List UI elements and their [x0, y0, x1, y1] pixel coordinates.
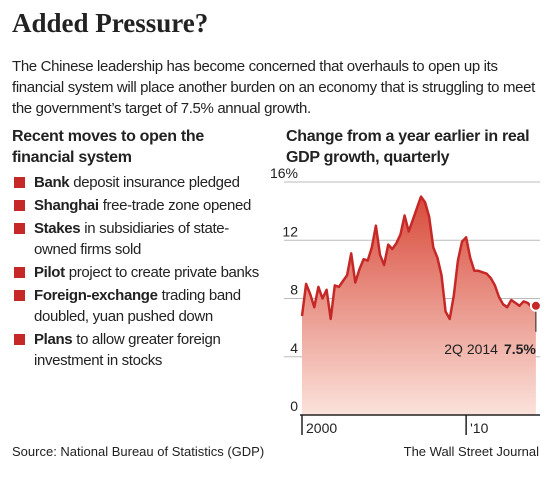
bullet [14, 200, 25, 211]
bullet [14, 267, 25, 278]
bullet [14, 290, 25, 301]
move-text: project to create private banks [68, 264, 259, 281]
annotation-text: 2Q 2014 [444, 341, 498, 357]
move-item: Bank deposit insurance pledged [12, 172, 267, 193]
y-tick-label: 4 [290, 340, 298, 356]
annotation: 2Q 2014 7.5% [444, 341, 536, 357]
move-text: in subsidiaries of state-owned firms sol… [34, 220, 229, 258]
area [302, 196, 536, 415]
x-tick-label: '10 [470, 420, 488, 436]
y-tick-label: 0 [290, 398, 298, 414]
annotation-value: 7.5% [504, 341, 536, 357]
move-item: Foreign-exchange trading band doubled, yu… [12, 285, 267, 327]
move-text: free-trade zone opened [102, 197, 252, 214]
moves-list: Bank deposit insurance pledged Shanghai fre… [12, 172, 267, 373]
x-tick-label: 2000 [306, 420, 337, 436]
bullet [14, 334, 25, 345]
move-text: deposit insurance pledged [73, 174, 240, 191]
chart-title: Change from a year earlier in real GDP g… [286, 128, 530, 166]
y-tick-label: 12 [282, 223, 298, 239]
move-key: Bank [34, 174, 70, 191]
moves-heading: Recent moves to open the financial syste… [12, 128, 204, 166]
move-text: trading band doubled, yuan pushed down [34, 287, 241, 325]
subtitle: The Chinese leadership has become concer… [12, 58, 535, 117]
move-key: Foreign-exchange [34, 287, 158, 304]
bullet [14, 223, 25, 234]
move-item: Stakes in subsidiaries of state-owned fir… [12, 218, 267, 260]
end-dot [529, 299, 542, 312]
move-item: Pilot project to create private banks [12, 262, 267, 283]
move-text: to allow greater foreign investment in s… [34, 331, 221, 369]
move-key: Plans [34, 331, 73, 348]
line [300, 195, 537, 321]
y-tick-label: 16% [270, 165, 298, 181]
move-key: Pilot [34, 264, 65, 281]
credit: The Wall Street Journal [403, 444, 539, 459]
source: Source: National Bureau of Statistics (G… [12, 444, 265, 459]
move-key: Stakes [34, 220, 81, 237]
move-item: Plans to allow greater foreign investment… [12, 329, 267, 371]
move-key: Shanghai [34, 197, 99, 214]
move-item: Shanghai free-trade zone opened [12, 195, 267, 216]
bullet [14, 177, 25, 188]
title: Added Pressure? [12, 8, 209, 38]
y-tick-label: 8 [290, 282, 298, 298]
